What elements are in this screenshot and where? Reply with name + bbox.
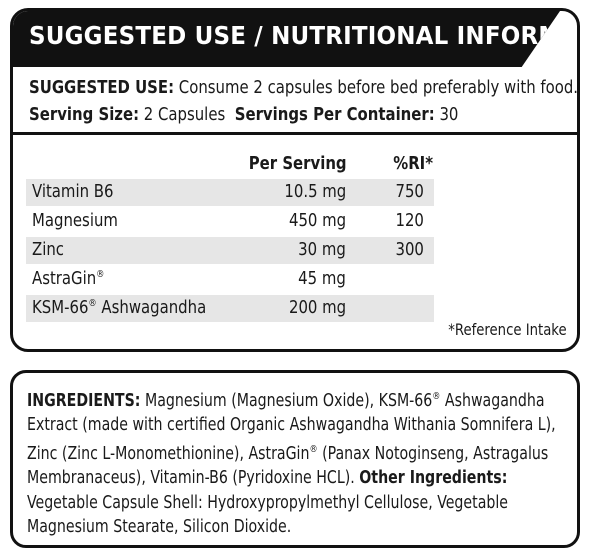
- per-serving-value: 30 mg: [298, 239, 346, 260]
- per-serving-value: 45 mg: [298, 268, 346, 289]
- ingredients-part-1: Magnesium (Magnesium Oxide), KSM-66: [144, 390, 433, 411]
- serving-size-value: 2 Capsules: [143, 104, 226, 125]
- table-row: Magnesium 450 mg 120: [26, 208, 434, 235]
- serving-size-label: Serving Size:: [29, 104, 140, 125]
- nutrient-name-text: KSM-66: [32, 297, 89, 318]
- suggested-use-line: SUGGESTED USE: Consume 2 capsules before…: [29, 77, 579, 98]
- ri-value: 750: [395, 181, 424, 202]
- nutrient-name: Vitamin B6: [32, 181, 113, 202]
- registered-mark: ®: [88, 298, 97, 309]
- nutrient-name-text: Magnesium: [32, 210, 118, 231]
- registered-mark: ®: [432, 391, 441, 402]
- ri-value: 120: [395, 210, 424, 231]
- table-row: Zinc 30 mg 300: [26, 237, 434, 264]
- per-serving-value: 200 mg: [288, 297, 346, 318]
- registered-mark: ®: [96, 269, 105, 280]
- column-header-ri: %RI*: [393, 153, 433, 174]
- nutrition-panel: SUGGESTED USE / NUTRITIONAL INFORMATION …: [10, 8, 580, 352]
- nutrient-name-suffix: Ashwagandha: [96, 297, 207, 318]
- panel-header: SUGGESTED USE / NUTRITIONAL INFORMATION: [13, 11, 560, 67]
- nutrient-name: AstraGin®: [32, 268, 104, 289]
- ingredients-label: INGREDIENTS:: [27, 390, 141, 411]
- panel-title: SUGGESTED USE / NUTRITIONAL INFORMATION: [29, 21, 578, 50]
- column-header-per-serving: Per Serving: [248, 153, 347, 174]
- ingredients-panel: INGREDIENTS: Magnesium (Magnesium Oxide)…: [10, 370, 580, 548]
- nutrient-name: KSM-66® Ashwagandha: [32, 297, 206, 318]
- reference-intake-footnote: *Reference Intake: [448, 320, 567, 339]
- suggested-use-text: Consume 2 capsules before bed preferably…: [178, 77, 579, 98]
- table-row: AstraGin® 45 mg: [26, 266, 434, 293]
- nutrient-name-text: AstraGin: [32, 268, 97, 289]
- nutrient-name: Zinc: [32, 239, 64, 260]
- servings-per-container-label: Servings Per Container:: [234, 104, 435, 125]
- per-serving-value: 450 mg: [288, 210, 346, 231]
- nutrient-name: Magnesium: [32, 210, 118, 231]
- table-row: KSM-66® Ashwagandha 200 mg: [26, 295, 434, 322]
- serving-info-line: Serving Size: 2 Capsules Servings Per Co…: [29, 104, 458, 125]
- table-row: Vitamin B6 10.5 mg 750: [26, 179, 434, 206]
- section-divider: [13, 132, 577, 135]
- ingredients-part-3: (Panax Notoginseng, Astragalus Membranac…: [27, 443, 549, 489]
- nutrient-name-text: Vitamin B6: [32, 181, 114, 202]
- ri-value: 300: [395, 239, 424, 260]
- per-serving-value: 10.5 mg: [284, 181, 346, 202]
- registered-mark: ®: [309, 443, 318, 455]
- ingredients-text: INGREDIENTS: Magnesium (Magnesium Oxide)…: [27, 385, 558, 540]
- other-ingredients-label: Other Ingredients:: [359, 468, 508, 489]
- other-ingredients-text: Vegetable Capsule Shell: Hydroxypropylme…: [27, 492, 509, 538]
- suggested-use-label: SUGGESTED USE:: [29, 77, 175, 98]
- servings-per-container-value: 30: [439, 104, 459, 125]
- nutrient-name-text: Zinc: [32, 239, 64, 260]
- ingredients-part-2: Ashwagandha Extract (made with certified…: [27, 390, 556, 464]
